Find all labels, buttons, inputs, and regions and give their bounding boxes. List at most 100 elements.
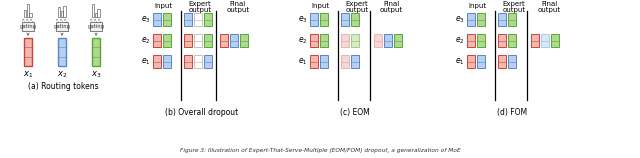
Text: Input: Input bbox=[154, 3, 172, 9]
Text: output: output bbox=[538, 7, 561, 13]
Text: $x_2$: $x_2$ bbox=[57, 70, 67, 80]
Bar bbox=[551, 34, 559, 47]
Bar bbox=[240, 34, 248, 47]
Bar bbox=[310, 55, 318, 68]
Text: Final: Final bbox=[541, 1, 557, 7]
Text: $r_{t_1}r_{t_2}r_{t_3}$: $r_{t_1}r_{t_2}r_{t_3}$ bbox=[55, 18, 69, 24]
Bar bbox=[204, 55, 212, 68]
Bar bbox=[153, 34, 161, 47]
Text: Input: Input bbox=[311, 3, 329, 9]
Text: gating: gating bbox=[88, 24, 104, 29]
Bar bbox=[92, 38, 100, 66]
Bar bbox=[477, 34, 485, 47]
Bar bbox=[351, 55, 359, 68]
Bar bbox=[341, 13, 349, 26]
Bar bbox=[95, 13, 97, 17]
Text: output: output bbox=[227, 7, 250, 13]
Text: $e_3$: $e_3$ bbox=[141, 14, 151, 25]
Text: gating: gating bbox=[54, 24, 70, 29]
Bar bbox=[184, 13, 192, 26]
Text: (c) EOM: (c) EOM bbox=[340, 108, 370, 117]
Text: Expert: Expert bbox=[502, 1, 525, 7]
Text: $e_2$: $e_2$ bbox=[298, 35, 308, 46]
Text: Figure 3: Illustration of Expert-That-Serve-Multiple (EOM/FOM) dropout, a genera: Figure 3: Illustration of Expert-That-Se… bbox=[180, 148, 460, 153]
Bar bbox=[184, 55, 192, 68]
Bar bbox=[24, 38, 32, 66]
Bar bbox=[508, 55, 516, 68]
Text: $r_{t_1}r_{t_2}r_{t_3}$: $r_{t_1}r_{t_2}r_{t_3}$ bbox=[21, 18, 35, 24]
Text: Expert: Expert bbox=[346, 1, 369, 7]
Bar bbox=[27, 4, 29, 17]
Text: $e_1$: $e_1$ bbox=[456, 56, 465, 67]
Bar bbox=[374, 34, 382, 47]
Bar bbox=[153, 55, 161, 68]
Text: $e_2$: $e_2$ bbox=[141, 35, 151, 46]
Bar bbox=[320, 13, 328, 26]
Bar bbox=[394, 34, 402, 47]
Bar bbox=[320, 34, 328, 47]
Bar bbox=[22, 22, 34, 31]
Bar bbox=[194, 34, 202, 47]
Bar bbox=[153, 13, 161, 26]
Text: gating: gating bbox=[19, 24, 36, 29]
Text: Final: Final bbox=[230, 1, 246, 7]
Bar bbox=[508, 34, 516, 47]
Text: $e_1$: $e_1$ bbox=[298, 56, 308, 67]
Text: $e_3$: $e_3$ bbox=[455, 14, 465, 25]
Bar bbox=[498, 34, 506, 47]
Bar bbox=[351, 13, 359, 26]
Text: output: output bbox=[188, 7, 212, 13]
Bar bbox=[97, 9, 100, 17]
Text: (b) Overall dropout: (b) Overall dropout bbox=[165, 108, 239, 117]
Bar bbox=[351, 34, 359, 47]
Bar bbox=[220, 34, 228, 47]
Bar bbox=[58, 7, 60, 17]
Text: $x_1$: $x_1$ bbox=[23, 70, 33, 80]
Bar bbox=[477, 13, 485, 26]
Bar bbox=[498, 13, 506, 26]
Bar bbox=[467, 34, 475, 47]
Bar bbox=[204, 13, 212, 26]
Text: $e_1$: $e_1$ bbox=[141, 56, 151, 67]
Bar bbox=[498, 55, 506, 68]
Bar bbox=[29, 13, 31, 17]
Bar bbox=[163, 13, 171, 26]
Text: (a) Routing tokens: (a) Routing tokens bbox=[28, 82, 99, 91]
Text: Expert: Expert bbox=[189, 1, 211, 7]
Bar bbox=[92, 4, 94, 17]
Bar bbox=[194, 13, 202, 26]
Text: $e_2$: $e_2$ bbox=[456, 35, 465, 46]
Bar bbox=[467, 55, 475, 68]
Bar bbox=[230, 34, 238, 47]
Text: output: output bbox=[380, 7, 403, 13]
Bar bbox=[90, 22, 102, 31]
Bar bbox=[310, 13, 318, 26]
Bar bbox=[24, 10, 26, 17]
Bar bbox=[341, 34, 349, 47]
Bar bbox=[56, 22, 68, 31]
Bar bbox=[204, 34, 212, 47]
Bar bbox=[384, 34, 392, 47]
Bar bbox=[58, 38, 66, 66]
Bar bbox=[163, 34, 171, 47]
Bar bbox=[341, 55, 349, 68]
Text: Final: Final bbox=[383, 1, 399, 7]
Bar bbox=[310, 34, 318, 47]
Bar bbox=[541, 34, 549, 47]
Bar bbox=[184, 34, 192, 47]
Text: $x_3$: $x_3$ bbox=[91, 70, 101, 80]
Bar bbox=[477, 55, 485, 68]
Text: output: output bbox=[502, 7, 525, 13]
Text: $e_3$: $e_3$ bbox=[298, 14, 308, 25]
Bar bbox=[61, 11, 63, 17]
Bar bbox=[63, 6, 65, 17]
Bar bbox=[467, 13, 475, 26]
Bar bbox=[320, 55, 328, 68]
Text: (d) FOM: (d) FOM bbox=[497, 108, 527, 117]
Bar bbox=[163, 55, 171, 68]
Text: Input: Input bbox=[468, 3, 486, 9]
Bar bbox=[508, 13, 516, 26]
Bar bbox=[194, 55, 202, 68]
Bar bbox=[531, 34, 539, 47]
Text: $r_{t_1}r_{t_2}r_{t_3}$: $r_{t_1}r_{t_2}r_{t_3}$ bbox=[89, 18, 103, 24]
